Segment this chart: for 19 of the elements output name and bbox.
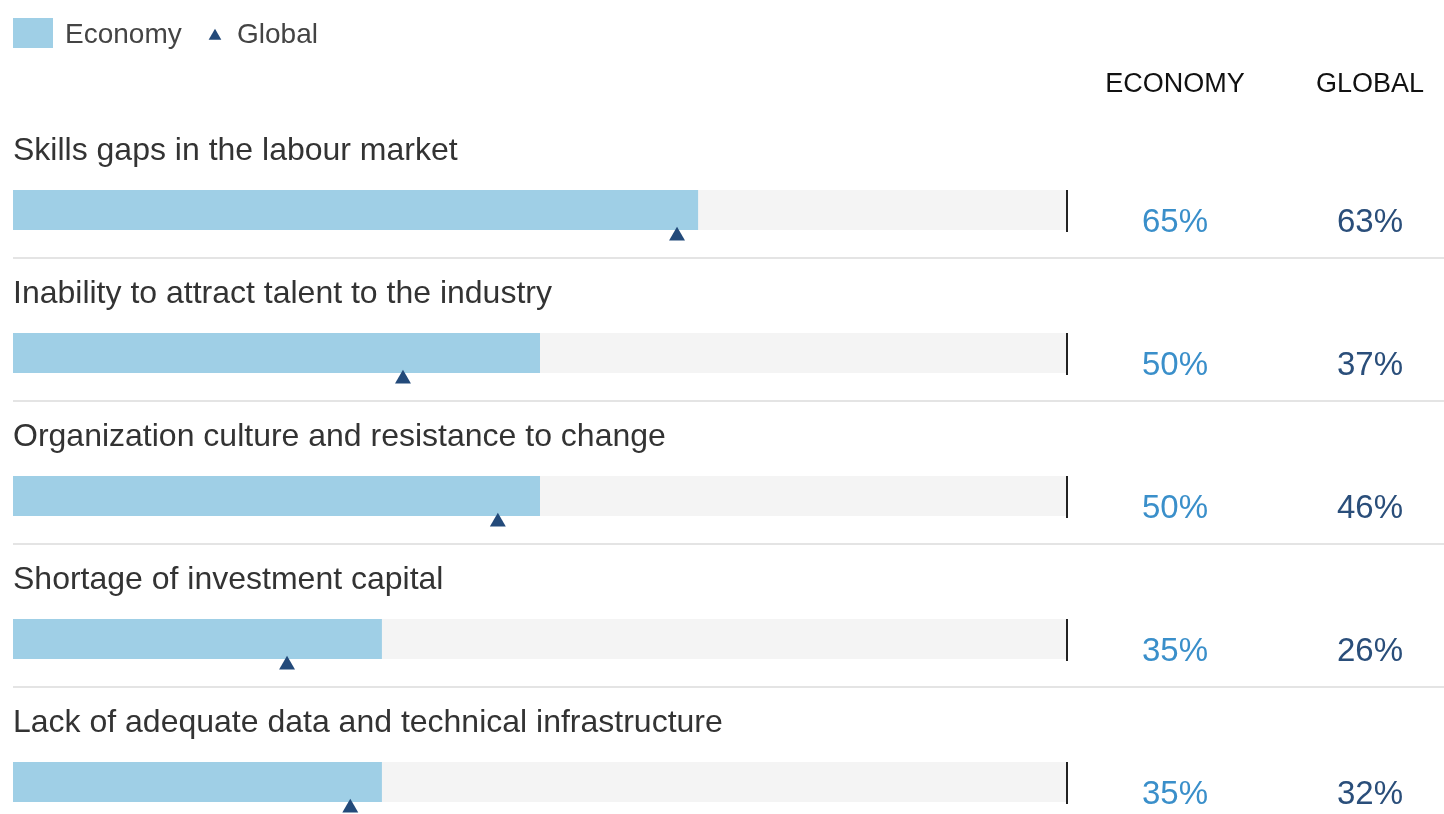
y-tick-label: Skills gaps in the labour market bbox=[13, 131, 458, 167]
y-tick-label: Inability to attract talent to the industry bbox=[13, 274, 552, 310]
data-label: 35% bbox=[1141, 774, 1209, 811]
y-tick-label: Shortage of investment capital bbox=[13, 560, 444, 596]
data-label: 37% bbox=[1336, 345, 1404, 382]
data-label: 46% bbox=[1336, 488, 1404, 525]
data-label: 65% bbox=[1141, 202, 1209, 239]
y-tick-label: Organization culture and resistance to change bbox=[13, 417, 666, 453]
data-label: 63% bbox=[1336, 202, 1404, 239]
data-label: 50% bbox=[1141, 345, 1209, 382]
legend-label: Global bbox=[237, 18, 318, 49]
legend-label: Economy bbox=[65, 18, 182, 49]
text: GLOBAL bbox=[1315, 68, 1425, 98]
data-label: 32% bbox=[1336, 774, 1404, 811]
data-label: 35% bbox=[1141, 631, 1209, 668]
text: ECONOMY bbox=[1105, 68, 1245, 98]
y-tick-label: Lack of adequate data and technical infrastructure bbox=[13, 703, 723, 739]
data-label: 26% bbox=[1336, 631, 1404, 668]
data-label: 50% bbox=[1141, 488, 1209, 525]
